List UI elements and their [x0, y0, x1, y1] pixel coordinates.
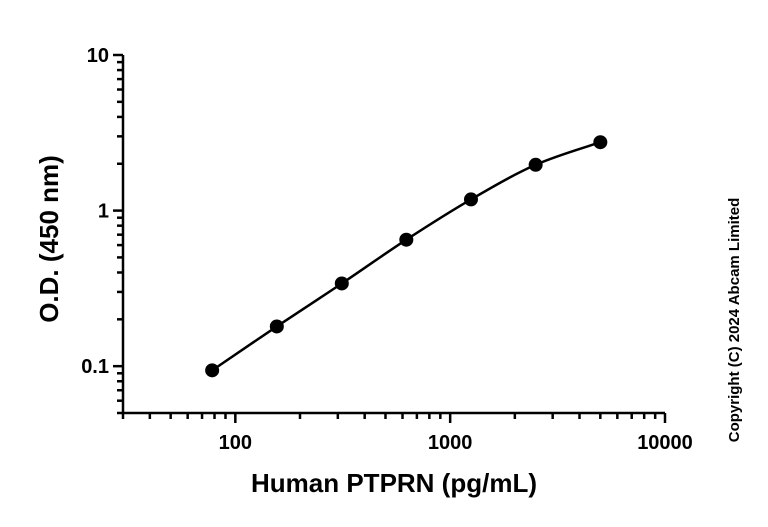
- x-tick-label: 1000: [428, 432, 473, 454]
- data-point: [334, 276, 349, 291]
- copyright-annotation: Copyright (C) 2024 Abcam Limited: [726, 198, 743, 442]
- x-tick-label: 100: [219, 432, 252, 454]
- fit-curve: [211, 141, 601, 372]
- y-tick-label: 1: [98, 201, 109, 223]
- data-point: [399, 232, 414, 247]
- x-ticks: 100 1000 10000: [121, 413, 693, 454]
- data-point: [205, 363, 220, 378]
- y-axis-title: O.D. (450 nm): [34, 155, 64, 323]
- data-point: [463, 192, 478, 207]
- y-tick-label: 10: [87, 45, 109, 67]
- data-point: [593, 135, 608, 150]
- axes: 0.1 1 10 100 1000 10000: [81, 45, 693, 454]
- y-tick-label: 0.1: [81, 356, 109, 378]
- data-point: [269, 319, 284, 334]
- x-tick-label: 10000: [637, 432, 693, 454]
- y-ticks: 0.1 1 10: [81, 45, 123, 415]
- plot-area: [205, 135, 608, 378]
- x-axis-title: Human PTPRN (pg/mL): [251, 468, 537, 498]
- data-point: [528, 157, 543, 172]
